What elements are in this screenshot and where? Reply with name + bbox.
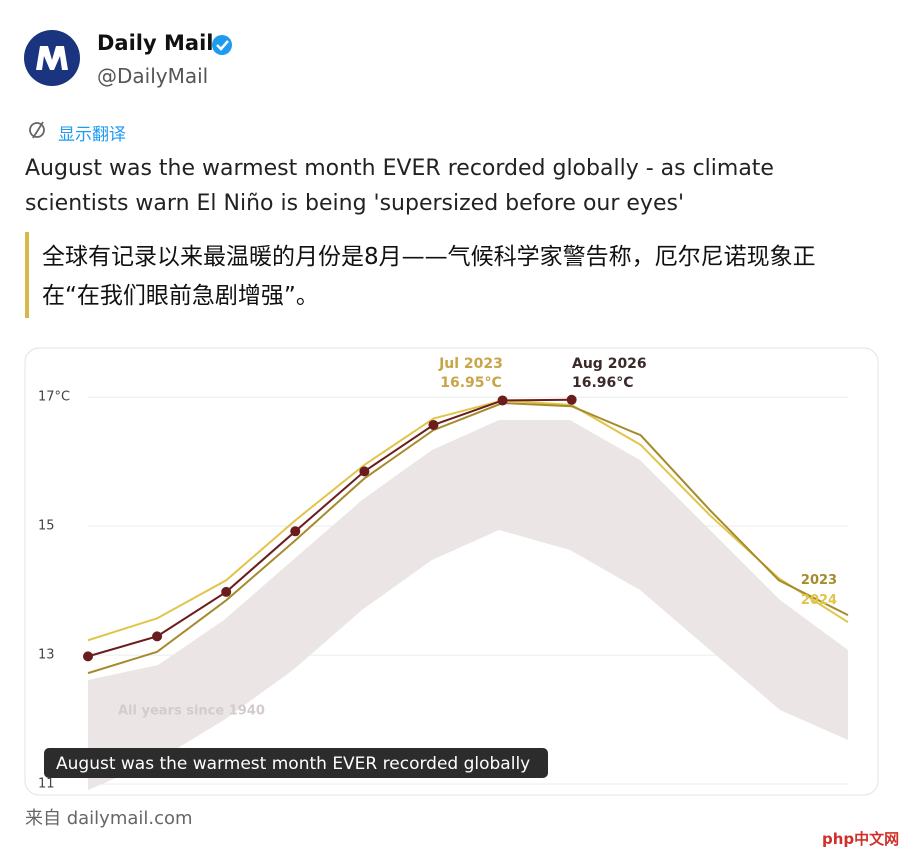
- annotation: 16.96°C: [572, 375, 634, 391]
- y-tick-label: 11: [38, 777, 55, 792]
- avatar-logo: [36, 46, 68, 70]
- caption: August was the warmest month EVER record…: [56, 754, 530, 774]
- point: [497, 395, 508, 406]
- point: [566, 394, 577, 405]
- point: [359, 466, 370, 477]
- series-line: [87, 399, 849, 642]
- legend-label: 2024: [801, 593, 837, 608]
- account-name[interactable]: Daily Mail: [97, 31, 214, 55]
- annotation: Jul 2023: [438, 356, 503, 372]
- series-line: [87, 398, 572, 658]
- y-tick-label: 15: [38, 519, 55, 534]
- translate-link[interactable]: 显示翻译: [58, 125, 126, 145]
- point: [152, 631, 163, 642]
- avatar[interactable]: [24, 30, 80, 86]
- account-handle[interactable]: @DailyMail: [97, 64, 209, 88]
- source: 来自 dailymail.com: [25, 808, 193, 829]
- plot: [83, 394, 849, 790]
- caption-box: [44, 748, 548, 778]
- verified-badge: [212, 35, 232, 55]
- translate-icon: [32, 121, 44, 139]
- y-tick-label: 17°C: [38, 390, 70, 405]
- point: [221, 586, 232, 597]
- quote-bar: [25, 232, 29, 318]
- annotation: 16.95°C: [440, 375, 502, 391]
- translation-text: 全球有记录以来最温暖的月份是8月——气候科学家警告称，厄尔尼诺现象正在“在我们眼…: [42, 244, 816, 309]
- point: [83, 651, 93, 662]
- point: [290, 526, 301, 537]
- legend-label: 2023: [801, 573, 837, 588]
- watermark: php中文网: [822, 830, 900, 848]
- verified-check: [216, 40, 229, 51]
- point: [428, 419, 439, 430]
- series-line: [87, 402, 849, 675]
- translate-icon: [29, 122, 45, 138]
- y-tick-label: 13: [38, 648, 55, 663]
- all-years-band: [88, 420, 848, 790]
- tweet-text: August was the warmest month EVER record…: [25, 156, 774, 216]
- annotation: All years since 1940: [118, 704, 265, 719]
- annotation: Aug 2026: [572, 356, 647, 372]
